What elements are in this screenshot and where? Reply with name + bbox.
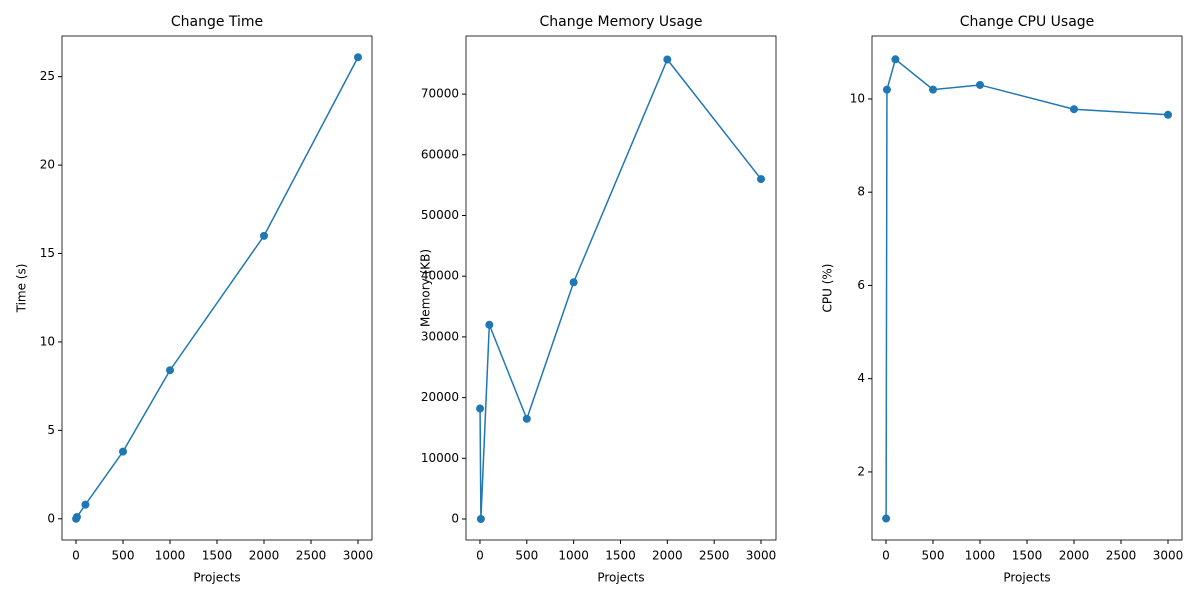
y-tick-label: 10000 xyxy=(421,451,459,465)
data-point xyxy=(569,278,578,287)
chart-title: Change Time xyxy=(171,14,263,30)
x-tick-label: 2000 xyxy=(652,549,683,563)
x-axis-label: Projects xyxy=(1003,571,1050,585)
y-tick-label: 6 xyxy=(857,278,865,292)
data-point xyxy=(476,404,485,413)
y-tick-label: 5 xyxy=(47,423,55,437)
x-tick-label: 500 xyxy=(515,549,538,563)
chart-title: Change Memory Usage xyxy=(539,14,702,30)
y-tick-label: 15 xyxy=(40,246,55,260)
chart-title: Change CPU Usage xyxy=(960,14,1095,30)
y-tick-label: 20000 xyxy=(421,390,459,404)
y-tick-label: 10 xyxy=(40,334,55,348)
data-point xyxy=(891,55,900,64)
x-tick-label: 3000 xyxy=(343,549,374,563)
x-tick-label: 0 xyxy=(72,549,80,563)
x-tick-label: 1500 xyxy=(1012,549,1043,563)
data-point xyxy=(476,514,485,523)
data-point xyxy=(757,175,766,184)
y-tick-label: 4 xyxy=(857,371,865,385)
y-axis-label: Memory (KB) xyxy=(419,249,433,327)
y-tick-label: 10 xyxy=(850,91,865,105)
data-point xyxy=(663,55,672,64)
x-tick-label: 2000 xyxy=(249,549,280,563)
data-point xyxy=(882,514,891,523)
x-tick-label: 1000 xyxy=(155,549,186,563)
x-axis-label: Projects xyxy=(597,571,644,585)
data-point xyxy=(522,414,531,423)
y-tick-label: 30000 xyxy=(421,329,459,343)
x-tick-label: 0 xyxy=(476,549,484,563)
y-tick-label: 8 xyxy=(857,185,865,199)
y-tick-label: 25 xyxy=(40,69,55,83)
plot-frame xyxy=(871,35,1183,541)
data-point xyxy=(353,53,362,62)
data-point xyxy=(119,447,128,456)
x-tick-label: 1500 xyxy=(202,549,233,563)
x-tick-label: 2500 xyxy=(699,549,730,563)
y-axis-label: CPU (%) xyxy=(821,264,835,313)
data-point xyxy=(259,231,268,240)
plot-frame xyxy=(61,35,373,541)
data-point xyxy=(485,320,494,329)
data-point xyxy=(882,85,891,94)
x-tick-label: 1500 xyxy=(605,549,636,563)
x-tick-label: 3000 xyxy=(746,549,777,563)
data-line xyxy=(885,58,1169,519)
x-axis-label: Projects xyxy=(193,571,240,585)
y-tick-label: 70000 xyxy=(421,87,459,101)
y-tick-label: 60000 xyxy=(421,147,459,161)
data-point xyxy=(929,85,938,94)
x-tick-label: 500 xyxy=(112,549,135,563)
y-tick-label: 0 xyxy=(451,511,459,525)
y-tick-label: 20 xyxy=(40,158,55,172)
plot-frame xyxy=(465,35,777,541)
data-point xyxy=(1163,110,1172,119)
x-tick-label: 2500 xyxy=(296,549,327,563)
data-point xyxy=(1069,105,1078,114)
data-point xyxy=(81,500,90,509)
data-point xyxy=(166,366,175,375)
x-tick-label: 500 xyxy=(922,549,945,563)
data-line xyxy=(479,58,762,520)
y-tick-label: 40000 xyxy=(421,269,459,283)
x-tick-label: 2000 xyxy=(1059,549,1090,563)
x-tick-label: 0 xyxy=(882,549,890,563)
y-tick-label: 50000 xyxy=(421,208,459,222)
y-axis-label: Time (s) xyxy=(15,264,29,314)
x-tick-label: 1000 xyxy=(965,549,996,563)
data-point xyxy=(976,80,985,89)
data-line xyxy=(75,56,359,520)
y-tick-label: 0 xyxy=(47,511,55,525)
data-point xyxy=(72,513,81,522)
y-tick-label: 2 xyxy=(857,464,865,478)
x-tick-label: 1000 xyxy=(558,549,589,563)
x-tick-label: 3000 xyxy=(1153,549,1184,563)
x-tick-label: 2500 xyxy=(1106,549,1137,563)
